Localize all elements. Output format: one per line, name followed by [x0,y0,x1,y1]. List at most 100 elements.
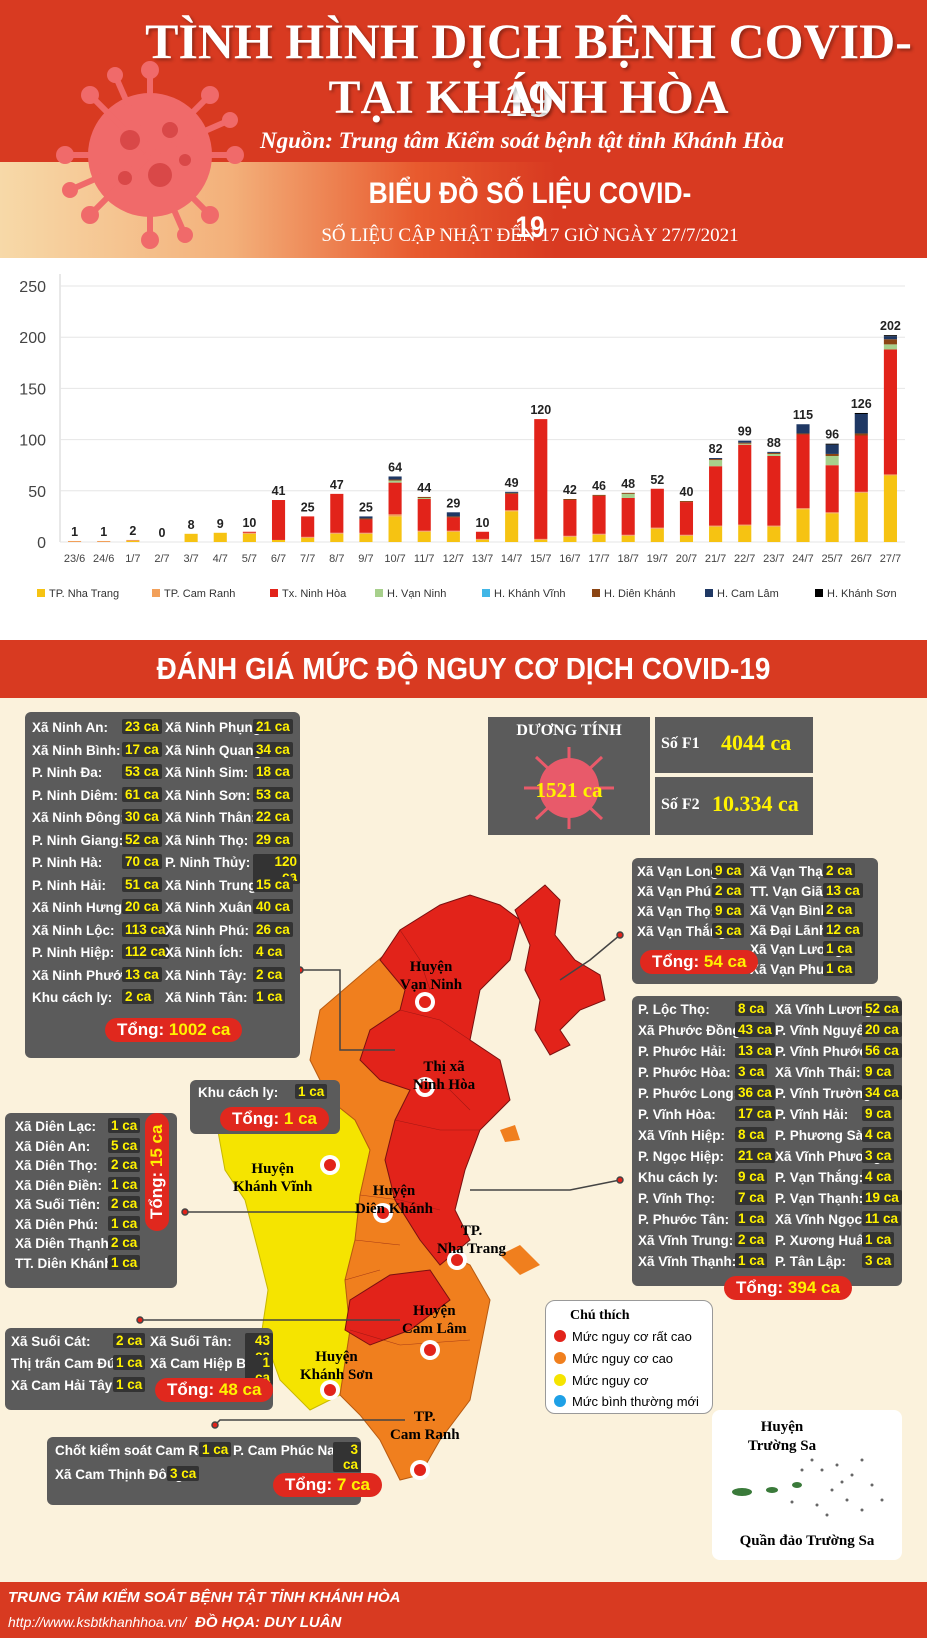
bar-segment [301,536,315,538]
x-tick-label: 12/7 [443,553,464,565]
case-row: Chốt kiểm soát Cam Ranh : [55,1443,231,1458]
data-label: 88 [767,436,781,450]
bar-segment [359,532,373,534]
data-label: 40 [680,485,694,499]
bar-segment [475,539,490,542]
case-count: 2 ca [823,902,856,917]
bar-segment [679,501,694,503]
bar-segment [883,475,897,542]
total-badge: Tổng: 48 ca [155,1378,274,1402]
legend-swatch [815,589,823,597]
bar-segment [854,492,868,542]
ninh-hoa-box: Xã Ninh An: 23 ca Xã Ninh Bình: 17 ca P. Nin… [25,712,300,1058]
case-row: P. Ninh Hải: [32,877,107,893]
bar-segment [621,534,635,536]
bar-segment [534,538,548,540]
truong-sa-islands-label: Quần đảo Trường Sa [739,1533,875,1549]
data-label: 0 [159,526,166,540]
bar-segment [883,339,897,345]
case-count: 36 ca [735,1085,775,1100]
x-tick-label: 11/7 [414,553,435,565]
case-count: 53 ca [253,786,293,802]
bar-segment [446,516,460,518]
map-region-red [359,894,521,1266]
case-count: 1 ca [108,1118,141,1133]
bar-segment [446,517,460,531]
y-tick-label: 200 [19,330,46,347]
data-label: 126 [851,397,872,411]
legend-label: H. Khánh Vĩnh [494,588,566,600]
case-count: 1 ca [295,1084,328,1099]
x-tick-label: 6/7 [271,553,286,565]
legend-label: H. Diên Khánh [604,588,676,600]
bar-segment [738,440,752,443]
bar-segment [709,526,723,542]
case-row: P. Phước Tân: [638,1212,730,1227]
data-label: 96 [825,428,839,442]
legend-label: TP. Nha Trang [49,588,119,600]
data-label: 25 [301,500,315,514]
f1-label: Số F1 [661,735,700,752]
bar-segment [563,536,577,542]
khanh-vinh-box: Khu cách ly: 1 ca Tổng: 1 ca [190,1080,340,1134]
bar-segment [883,474,897,476]
bar-segment [271,500,286,540]
x-tick-label: 17/7 [588,553,609,565]
x-tick-label: 13/7 [472,553,493,565]
bar-segment [854,435,868,492]
legend-item-very-high: Mức nguy cơ rất cao [554,1329,692,1344]
bar-segment [796,424,810,434]
case-count: 1 ca [735,1253,768,1268]
case-row: Xã Vĩnh Lương: [775,1002,877,1017]
case-count: 21 ca [735,1148,775,1163]
case-count: 34 ca [253,741,293,757]
bar-segment [883,344,897,350]
y-tick-label: 100 [19,433,46,450]
case-count: 11 ca [862,1211,902,1226]
map-legend: Chú thích Mức nguy cơ rất cao Mức nguy c… [545,1300,713,1414]
bar-segment [301,537,315,542]
case-row: Xã Ninh Phụng: [165,720,266,735]
bar-segment [126,539,140,541]
x-tick-label: 21/7 [705,553,726,565]
stacked-bar-chart: 050100150200250123/6124/621/702/783/794/… [19,274,905,600]
case-row: P. Ngọc Hiệp: [638,1149,725,1164]
bar-segment [621,535,635,542]
case-count: 9 ca [712,863,745,878]
case-count: 70 ca [122,854,162,869]
case-count: 9 ca [862,1064,895,1079]
bar-segment [446,530,460,532]
map-region-red-camlam [344,1269,451,1346]
legend-swatch [705,589,713,597]
bar-segment [505,510,519,512]
footer-url[interactable]: http://www.ksbtkhanhhoa.vn/ [8,1614,187,1630]
case-count: 3 ca [712,923,745,938]
data-label: 47 [330,478,344,492]
x-tick-label: 5/7 [242,553,257,565]
bar-segment [650,528,664,542]
case-row: P. Phước Hòa: [638,1065,731,1080]
bar-segment [738,442,752,444]
case-count: 23 ca [122,719,162,734]
case-row: Khu cách ly: [198,1085,279,1100]
bar-segment [650,527,664,529]
case-row: Xã Ninh Phú: [165,922,249,938]
case-row: P. Ninh Hà: [32,855,103,870]
bar-segment [388,480,402,483]
total-badge: Tổng: 394 ca [724,1276,852,1300]
case-row: Xã Ninh Phước: [32,967,135,983]
x-tick-label: 26/7 [851,553,872,565]
y-tick-label: 250 [19,279,46,296]
bar-segment [825,465,839,513]
x-tick-label: 2/7 [154,553,169,565]
x-tick-label: 20/7 [676,553,697,565]
case-row: P. Vĩnh Hòa: [638,1107,716,1122]
case-count: 13 ca [823,882,863,898]
map-label-ninh-hoa: Thị xã Ninh Hòa [413,1059,476,1093]
bar-segment [767,453,781,456]
case-count: 4 ca [253,944,286,959]
bar-segment [796,508,810,510]
van-ninh-box: Xã Vạn Long: 9 ca Xã Vạn Phú: 2 ca Xã Vạn Th… [632,858,878,984]
case-row: Xã Vạn Thắng: [637,924,731,939]
case-row: P. Ninh Đa: [32,765,103,780]
